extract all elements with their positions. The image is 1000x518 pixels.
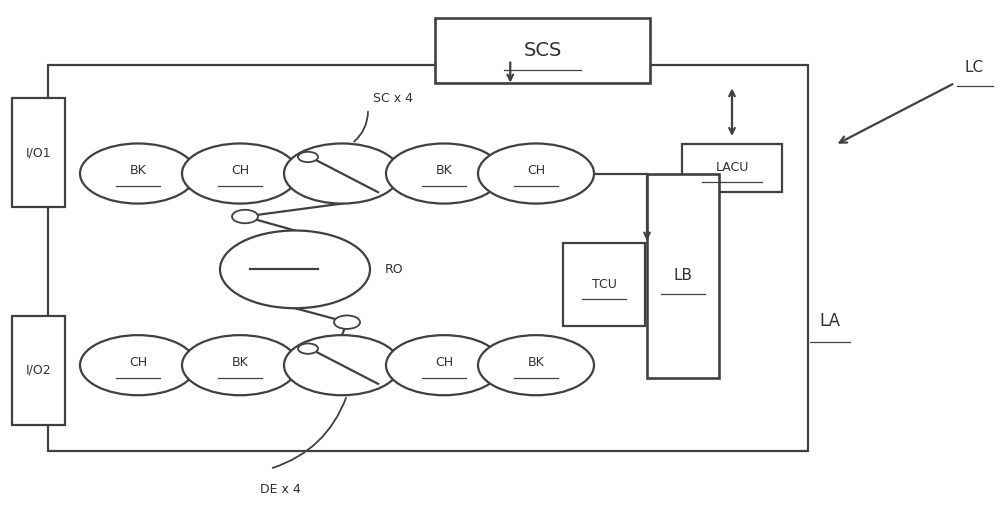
Circle shape — [386, 143, 502, 204]
Text: CH: CH — [231, 164, 249, 178]
Text: I/O1: I/O1 — [26, 146, 51, 160]
Text: LA: LA — [820, 312, 840, 330]
Text: BK: BK — [528, 356, 544, 369]
Circle shape — [386, 335, 502, 395]
Circle shape — [298, 343, 318, 354]
Circle shape — [232, 210, 258, 223]
Text: BK: BK — [232, 356, 248, 369]
Text: DE x 4: DE x 4 — [260, 483, 301, 496]
Text: SCS: SCS — [523, 41, 562, 60]
Text: CH: CH — [129, 356, 147, 369]
Circle shape — [478, 143, 594, 204]
Circle shape — [284, 143, 400, 204]
Bar — [12, 98, 65, 207]
Circle shape — [478, 335, 594, 395]
Circle shape — [80, 143, 196, 204]
Text: BK: BK — [436, 164, 452, 178]
Circle shape — [80, 335, 196, 395]
Bar — [647, 174, 719, 378]
Circle shape — [298, 152, 318, 162]
Circle shape — [182, 335, 298, 395]
Circle shape — [284, 335, 400, 395]
Text: LACU: LACU — [715, 161, 749, 175]
Bar — [48, 65, 808, 451]
Text: RO: RO — [385, 263, 404, 276]
Text: LC: LC — [965, 60, 984, 75]
Text: I/O2: I/O2 — [26, 364, 51, 377]
Circle shape — [220, 231, 370, 308]
Text: SC x 4: SC x 4 — [373, 92, 413, 105]
Bar — [12, 316, 65, 425]
Bar — [563, 243, 645, 326]
Circle shape — [182, 143, 298, 204]
Circle shape — [334, 315, 360, 329]
Text: LB: LB — [674, 268, 692, 283]
Text: CH: CH — [435, 356, 453, 369]
Text: TCU: TCU — [592, 278, 616, 292]
Bar — [682, 144, 782, 192]
Text: BK: BK — [130, 164, 146, 178]
Text: CH: CH — [527, 164, 545, 178]
Bar — [435, 18, 650, 83]
